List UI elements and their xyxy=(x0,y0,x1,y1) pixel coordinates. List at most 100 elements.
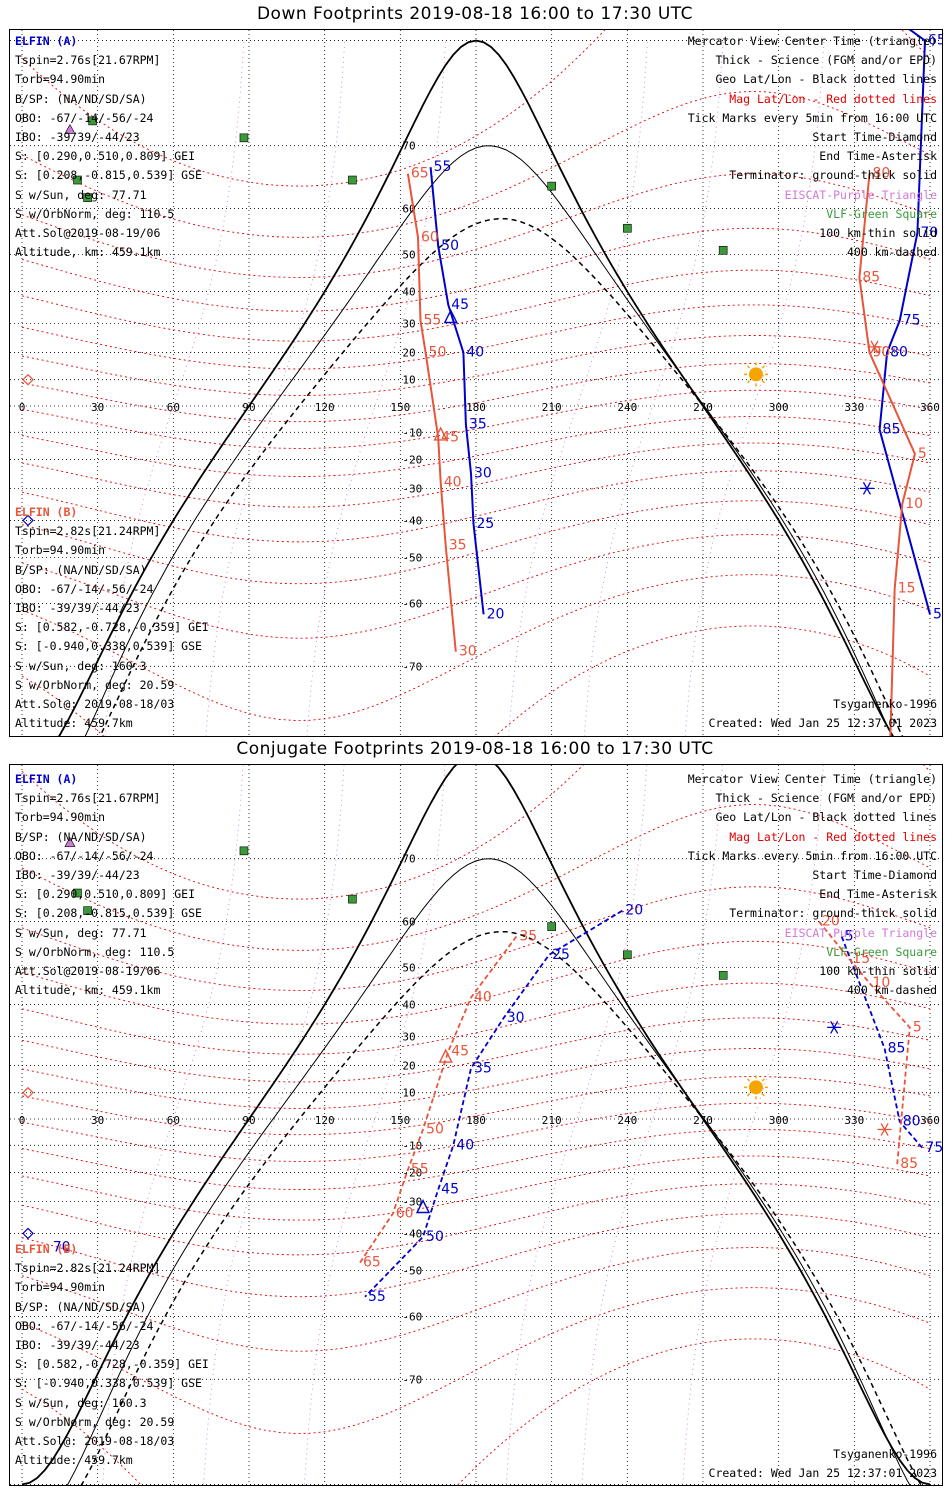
elfin-a-tick-label: 45 xyxy=(451,297,469,313)
elfin-a-info: ELFIN (A) Tspin=2.76s[21.67RPM] Torb=94.90… xyxy=(15,32,202,262)
elfin-b-tick-label: 60 xyxy=(421,229,439,245)
mag-latitude-line xyxy=(21,886,931,991)
terminator-ground xyxy=(21,765,931,1485)
sun-ray xyxy=(746,365,751,369)
elfin-a-tick-label: 80 xyxy=(903,1114,921,1130)
sun-ray xyxy=(746,1078,751,1082)
eiscat-triangle xyxy=(64,123,76,134)
elfin-a-info: ELFIN (A) Tspin=2.76s[21.67RPM] Torb=94.90… xyxy=(15,770,202,1000)
elfin-b-tick-label: 50 xyxy=(426,1121,444,1137)
mag-latitude-line xyxy=(21,1129,931,1190)
mag-grid xyxy=(21,765,931,1485)
elfin-b-tick-label: 60 xyxy=(396,1206,414,1222)
lon-tick-label: 360 xyxy=(920,1114,940,1127)
model-label: Tsyganenko-1996 xyxy=(833,697,937,711)
lat-tick-label: -40 xyxy=(402,1227,422,1240)
info-line: Att.Sol@: 2019-08-18/03 xyxy=(15,1434,175,1449)
mag-latitude-line xyxy=(21,534,931,639)
info-line: Torb=94.90min xyxy=(15,810,106,825)
info-line: S: [0.208,-0.815,0.539] GSE xyxy=(15,168,202,183)
elfin-a-tick-label: 80 xyxy=(890,345,908,361)
elfin-b-tick-label: 35 xyxy=(519,928,537,944)
info-line: S w/Sun, deg: 160.3 xyxy=(15,1395,147,1410)
asterisk-stroke xyxy=(880,1123,889,1136)
elfin-a-tick-label: 35 xyxy=(474,1060,492,1076)
elfin-a-tick-label: 40 xyxy=(456,1137,474,1153)
lon-tick-label: 120 xyxy=(315,1114,335,1127)
sun-ray xyxy=(761,365,765,369)
legend-line: Geo Lat/Lon - Black dotted lines xyxy=(715,810,937,825)
lon-tick-label: 210 xyxy=(542,1114,562,1127)
lat-tick-label: -40 xyxy=(402,514,422,527)
info-line: Tspin=2.82s[21.24RPM] xyxy=(15,524,161,539)
elfin-a-tick-label: 5 xyxy=(845,928,854,944)
vlf-square xyxy=(718,971,728,980)
info-line: S w/Sun, deg: 77.71 xyxy=(15,925,147,940)
info-line: ELFIN (B) xyxy=(15,505,78,519)
info-line: Torb=94.90min xyxy=(15,1280,106,1295)
info-line: S: [0.290,0.510,0.809] GEI xyxy=(15,887,196,902)
legend-line: EISCAT-Purple Triangle xyxy=(784,925,937,940)
lon-tick-label: 180 xyxy=(466,401,486,414)
info-line: Torb=94.90min xyxy=(15,543,106,558)
lon-tick-label: 30 xyxy=(91,401,104,414)
elfin-a-tick-label: 20 xyxy=(625,903,643,919)
mag-latitude-line xyxy=(21,574,931,721)
panel-title-down: Down Footprints 2019-08-18 16:00 to 17:3… xyxy=(256,4,694,24)
legend-line: Mag Lat/Lon - Red dotted lines xyxy=(729,829,937,844)
mercator-map-conjugate: 0 30 60 90 120 150 180 210 240 270 300 330 360706050… xyxy=(10,765,942,1485)
legend-line: Terminator: ground-thick solid xyxy=(729,906,937,921)
lat-tick-label: -10 xyxy=(402,1139,422,1152)
vlf-square xyxy=(623,223,632,233)
lat-tick-label: 40 xyxy=(402,286,415,299)
lat-tick-label: 70 xyxy=(402,853,415,866)
elfin-b-tick-label: 85 xyxy=(862,269,880,285)
elfin-b-tick-label: 10 xyxy=(905,496,923,512)
elfin-b-tick-label: 65 xyxy=(363,1255,381,1271)
legend-line: Mag Lat/Lon - Red dotted lines xyxy=(729,91,937,106)
center-time-triangle xyxy=(433,426,448,441)
legend-line: 100 km-thin solid xyxy=(819,226,937,241)
elfin-a-tick-label: 45 xyxy=(441,1182,459,1198)
lat-tick-label: -50 xyxy=(402,552,422,565)
elfin-a-tick-label: 5 xyxy=(933,606,942,622)
info-line: Altitude: 459.7km xyxy=(15,716,133,731)
info-line: Tspin=2.76s[21.67RPM] xyxy=(15,53,161,68)
elfin-b-tick-label: 90 xyxy=(872,345,890,361)
vlf-square xyxy=(83,193,92,202)
elfin-a-tick-label: 25 xyxy=(476,516,494,532)
info-line: Att.Sol@2019-08-19/06 xyxy=(15,226,161,241)
end-asterisk xyxy=(827,1021,842,1034)
info-line: Torb=94.90min xyxy=(15,72,106,87)
elfin-a-track xyxy=(364,909,924,1298)
sun-icon xyxy=(748,1080,763,1095)
lat-tick-label: 10 xyxy=(402,374,415,387)
legend-line: VLF-Green Square xyxy=(826,944,937,959)
mag-latitude-line xyxy=(21,982,931,1055)
info-line: OBO: -67/-14/-56/-24 xyxy=(15,110,154,125)
mag-latitude-line xyxy=(21,442,931,508)
start-diamond xyxy=(22,1227,34,1240)
lat-tick-label: 20 xyxy=(402,347,415,360)
lon-tick-label: 30 xyxy=(91,1114,104,1127)
elfin-a-tick-label: 70 xyxy=(53,1240,71,1256)
mag-latitude-line xyxy=(21,1155,931,1221)
legend-line: Mercator View Center Time (triangle) xyxy=(687,34,937,48)
lon-tick-label: 330 xyxy=(844,1114,864,1127)
info-line: ELFIN (B) xyxy=(15,1242,78,1256)
legend-line: Geo Lat/Lon - Black dotted lines xyxy=(715,72,937,87)
lat-tick-label: 30 xyxy=(402,318,415,331)
legend-line: VLF-Green Square xyxy=(826,206,937,221)
sun-icon xyxy=(748,367,763,382)
lat-tick-label: -30 xyxy=(402,1195,422,1208)
asterisk-stroke xyxy=(862,482,872,495)
legend-line: Terminator: ground-thick solid xyxy=(729,168,937,183)
model-label: Tsyganenko-1996 xyxy=(833,1447,937,1461)
legend-line: Mercator View Center Time (triangle) xyxy=(687,772,937,786)
elfin-b-tick-label: 55 xyxy=(424,313,442,329)
vlf-square xyxy=(73,175,82,185)
mag-latitude-line xyxy=(21,1338,931,1485)
info-line: Tspin=2.76s[21.67RPM] xyxy=(15,791,161,806)
vlf-square xyxy=(239,846,249,856)
mag-latitude-line xyxy=(21,173,931,278)
